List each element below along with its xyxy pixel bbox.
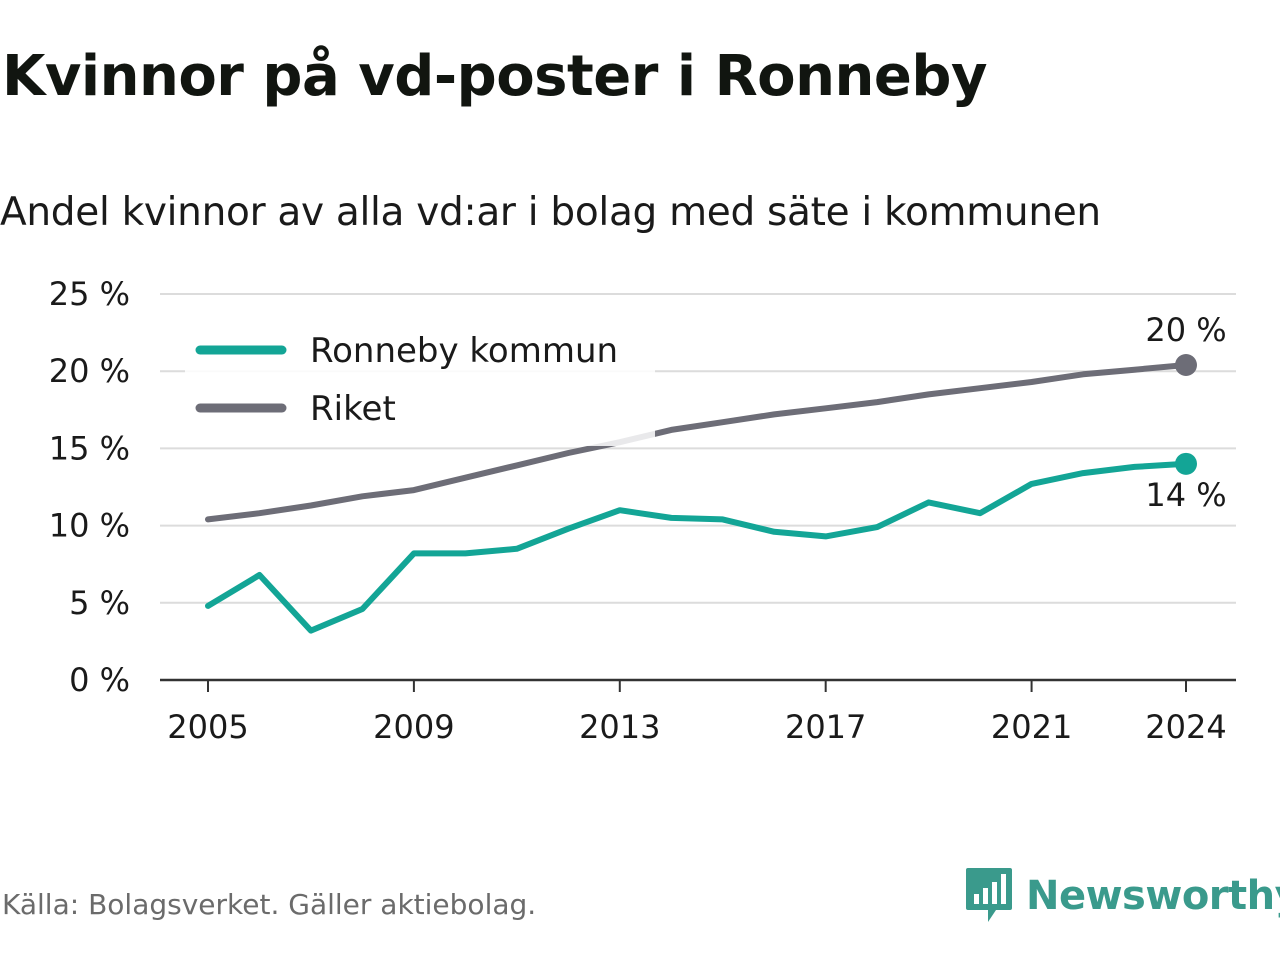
legend-background [185,320,655,446]
y-axis: 0 % 5 % 10 % 15 % 20 % 25 % [49,275,130,699]
end-point-marker [1175,354,1197,377]
newsworthy-logo: Newsworthy [964,866,1280,926]
chart-subtitle: Andel kvinnor av alla vd:ar i bolag med … [0,190,1101,235]
y-tick-label: 15 % [49,429,130,467]
series-line-ronneby [205,460,1189,634]
y-tick-label: 25 % [49,275,130,313]
y-tick-label: 0 % [69,661,130,699]
x-tick-label: 2005 [167,708,248,746]
y-tick-label: 5 % [69,584,130,622]
x-tick-label: 2013 [579,708,660,746]
end-value-label: 20 % [1145,311,1226,349]
end-value-label: 14 % [1145,476,1226,514]
x-tick-label: 2009 [373,708,454,746]
x-tick-label: 2021 [991,708,1072,746]
x-tick-label: 2017 [785,708,866,746]
x-tick-label: 2024 [1145,708,1226,746]
legend-label: Ronneby kommun [310,331,618,371]
end-points: 14 % 20 % [1145,311,1226,514]
x-axis: 2005 2009 2013 2017 2021 2024 [160,678,1236,746]
end-point-marker [1175,452,1197,475]
y-tick-label: 20 % [49,352,130,390]
y-tick-label: 10 % [49,507,130,545]
source-note: Källa: Bolagsverket. Gäller aktiebolag. [2,888,537,921]
chart-title: Kvinnor på vd-poster i Ronneby [2,44,987,109]
newsworthy-logo-icon [966,868,1012,922]
legend: Ronneby kommun Riket [185,320,655,446]
brand-name: Newsworthy [1026,873,1280,919]
series-lines [205,362,1189,634]
legend-label: Riket [310,389,396,429]
series-line-riket [205,362,1189,523]
